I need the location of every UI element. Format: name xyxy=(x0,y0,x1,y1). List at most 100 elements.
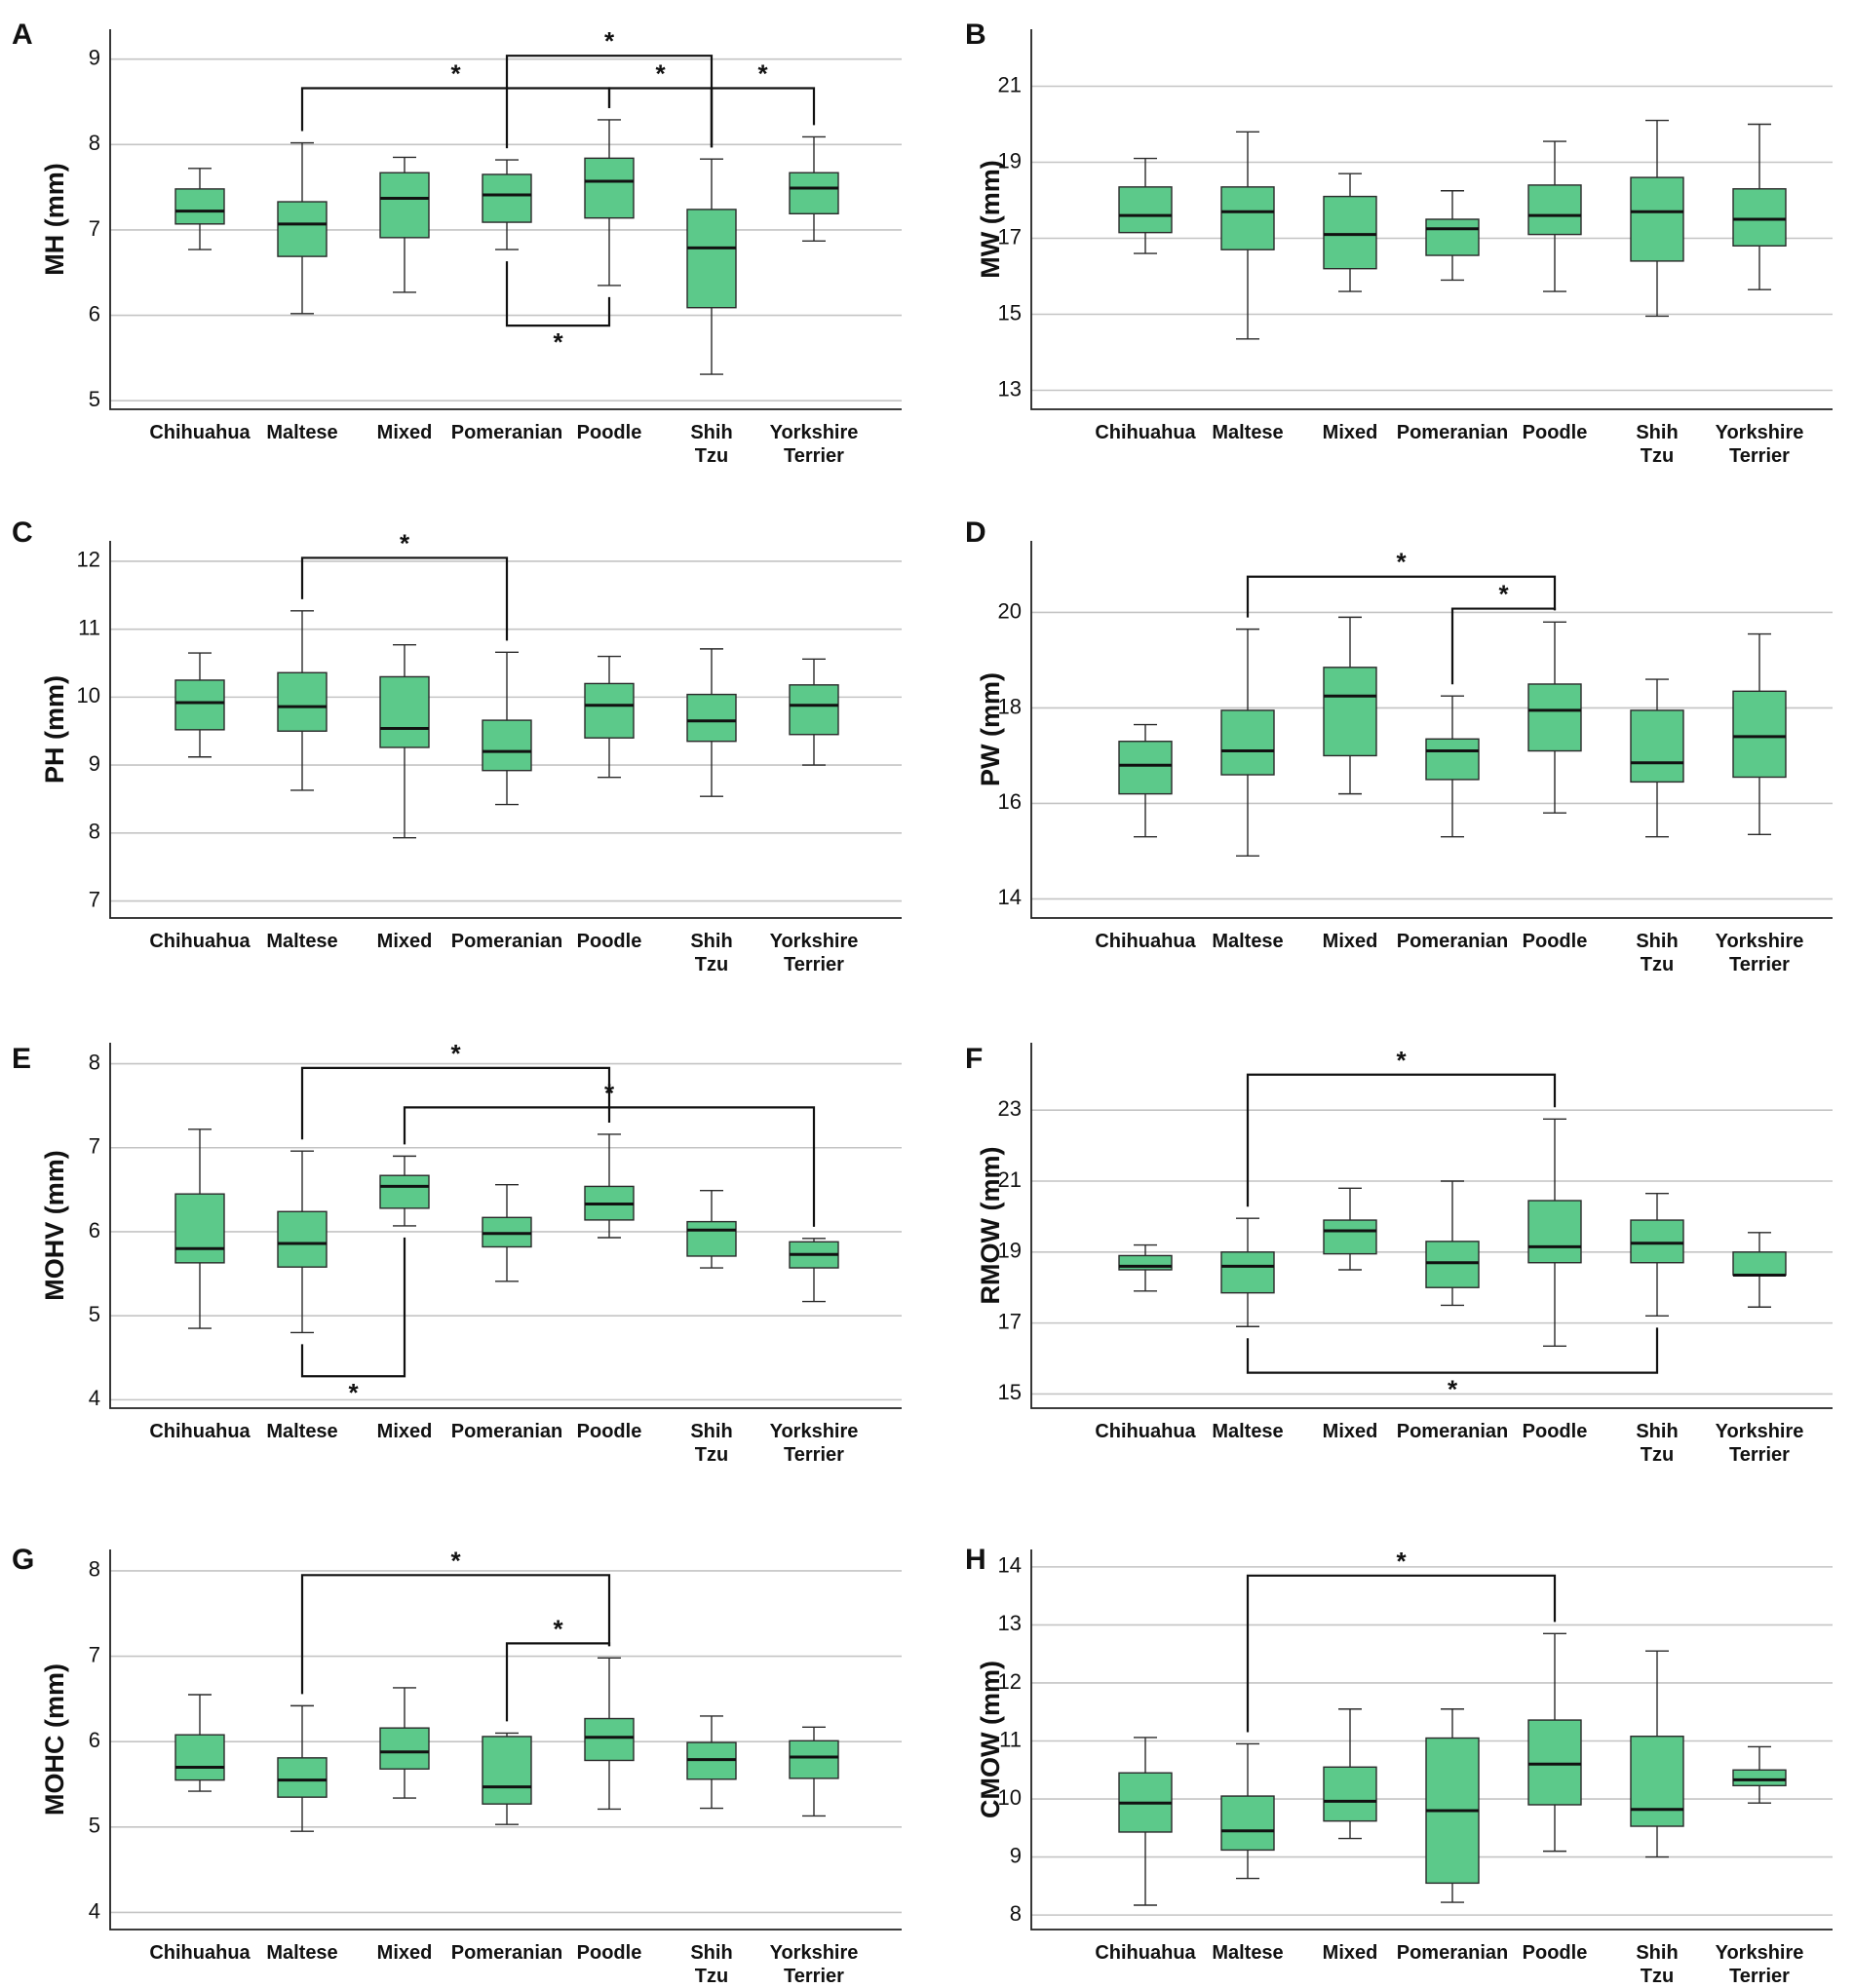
x-tick-label-line: Shih xyxy=(690,422,732,443)
panel-letter: A xyxy=(12,19,33,51)
x-tick-label: Pomeranian xyxy=(1397,931,1508,952)
box-maltese xyxy=(277,1210,328,1268)
y-tick-label: 6 xyxy=(89,1728,100,1752)
box-maltese xyxy=(1220,709,1275,776)
x-tick-label: Mixed xyxy=(1323,1942,1378,1964)
box-yorkshire-terrier xyxy=(789,1740,839,1779)
x-tick-label: Mixed xyxy=(1323,931,1378,952)
x-tick-label: Yorkshire Terrier xyxy=(1716,422,1804,467)
x-tick-label: Mixed xyxy=(377,1942,433,1964)
y-axis-label: MOHC (mm) xyxy=(40,1663,69,1816)
axis-frame xyxy=(1030,1043,1833,1409)
box-maltese xyxy=(1220,186,1275,250)
x-tick-label: Pomeranian xyxy=(1397,1421,1508,1442)
x-tick-label: Chihuahua xyxy=(149,1942,251,1964)
panel-c: C PH (mm) 7 8 9 10 11 12 Chihuahua Maltese Mixed Po… xyxy=(12,516,902,975)
significance-bracket xyxy=(710,87,816,148)
box-mixed xyxy=(1323,1766,1377,1822)
box-chihuahua xyxy=(1118,741,1173,795)
significance-star: * xyxy=(553,1614,563,1643)
y-tick-label: 8 xyxy=(89,1050,100,1074)
x-tick-label: Chihuahua xyxy=(149,422,251,443)
box-poodle xyxy=(584,1717,635,1762)
x-tick-label-line: Terrier xyxy=(1729,1966,1790,1987)
x-tick-label: Pomeranian xyxy=(1397,422,1508,443)
y-tick-label: 9 xyxy=(1010,1843,1022,1867)
x-tick-label: Yorkshire Terrier xyxy=(1716,1421,1804,1466)
y-tick-label: 5 xyxy=(89,1302,100,1326)
x-tick-label-line: Shih xyxy=(690,931,732,952)
axis-frame xyxy=(109,29,902,410)
box-maltese xyxy=(277,671,328,732)
x-tick-label: Mixed xyxy=(1323,422,1378,443)
x-tick-label-line: Terrier xyxy=(784,954,844,975)
x-tick-label-line: Yorkshire xyxy=(1716,422,1804,443)
y-tick-label: 21 xyxy=(998,72,1022,96)
y-tick-label: 8 xyxy=(89,131,100,155)
x-tick-label: Maltese xyxy=(266,422,337,443)
x-tick-label-line: Yorkshire xyxy=(770,1421,859,1442)
y-axis-label: MOHV (mm) xyxy=(40,1150,69,1301)
box-poodle xyxy=(1527,184,1582,236)
significance-star: * xyxy=(1396,548,1407,577)
x-tick-label: Poodle xyxy=(1523,931,1588,952)
axis-frame xyxy=(109,541,902,919)
box-poodle xyxy=(1527,1200,1582,1264)
y-tick-label: 19 xyxy=(998,1239,1022,1263)
y-tick-label: 12 xyxy=(77,548,100,572)
box-pomeranian xyxy=(1425,738,1480,781)
box-pomeranian xyxy=(482,1736,532,1805)
box-maltese xyxy=(277,201,328,257)
panel-letter: D xyxy=(965,516,986,549)
significance-star: * xyxy=(450,1039,461,1068)
y-axis-label: CMOW (mm) xyxy=(976,1661,1005,1818)
x-tick-label-line: Tzu xyxy=(695,1444,728,1466)
y-tick-label: 8 xyxy=(1010,1901,1022,1926)
y-tick-label: 9 xyxy=(89,45,100,69)
significance-bracket xyxy=(300,87,611,132)
y-tick-label: 21 xyxy=(998,1167,1022,1192)
significance-star: * xyxy=(757,58,768,88)
y-tick-label: 10 xyxy=(77,683,100,707)
box-pomeranian xyxy=(1425,1241,1480,1288)
y-tick-label: 7 xyxy=(89,887,100,911)
y-tick-label: 13 xyxy=(998,376,1022,401)
y-tick-label: 14 xyxy=(998,885,1022,909)
panel-letter: F xyxy=(965,1043,983,1075)
y-axis-label: PH (mm) xyxy=(40,675,69,784)
y-tick-label: 11 xyxy=(78,615,100,639)
x-tick-label-line: Tzu xyxy=(1641,1444,1674,1466)
box-shih-tzu xyxy=(1630,709,1684,784)
panel-letter: E xyxy=(12,1043,31,1075)
y-tick-label: 15 xyxy=(998,300,1022,325)
y-tick-label: 7 xyxy=(89,1134,100,1159)
y-tick-label: 5 xyxy=(89,1814,100,1838)
box-mixed xyxy=(1323,1219,1377,1255)
x-tick-label: Pomeranian xyxy=(451,1942,562,1964)
box-shih-tzu xyxy=(1630,176,1684,262)
significance-star: * xyxy=(655,58,666,88)
box-mixed xyxy=(1323,195,1377,270)
y-axis-label: RMOW (mm) xyxy=(976,1147,1005,1305)
x-tick-label-line: Shih xyxy=(1636,422,1678,443)
y-tick-label: 10 xyxy=(998,1785,1022,1810)
box-shih-tzu xyxy=(1630,1219,1684,1264)
y-tick-label: 6 xyxy=(89,1218,100,1242)
axis-frame xyxy=(109,1043,902,1409)
y-tick-label: 20 xyxy=(998,598,1022,623)
panel-e: E MOHV (mm) 4 5 6 7 8 Chihuahua Maltese Mixed Pome… xyxy=(12,1039,902,1466)
box-yorkshire-terrier xyxy=(1732,1769,1787,1787)
x-tick-label: Poodle xyxy=(577,1942,642,1964)
x-tick-label-line: Terrier xyxy=(784,1966,844,1987)
significance-bracket xyxy=(1450,607,1557,685)
panel-letter: C xyxy=(12,516,33,549)
box-shih-tzu xyxy=(686,693,737,743)
x-tick-label: Chihuahua xyxy=(1095,422,1196,443)
significance-bracket xyxy=(607,87,714,148)
x-tick-label-line: Terrier xyxy=(1729,1444,1790,1466)
box-chihuahua xyxy=(1118,186,1173,234)
x-tick-label-line: Tzu xyxy=(695,1966,728,1987)
y-tick-label: 8 xyxy=(89,1557,100,1582)
significance-bracket xyxy=(1246,575,1557,618)
